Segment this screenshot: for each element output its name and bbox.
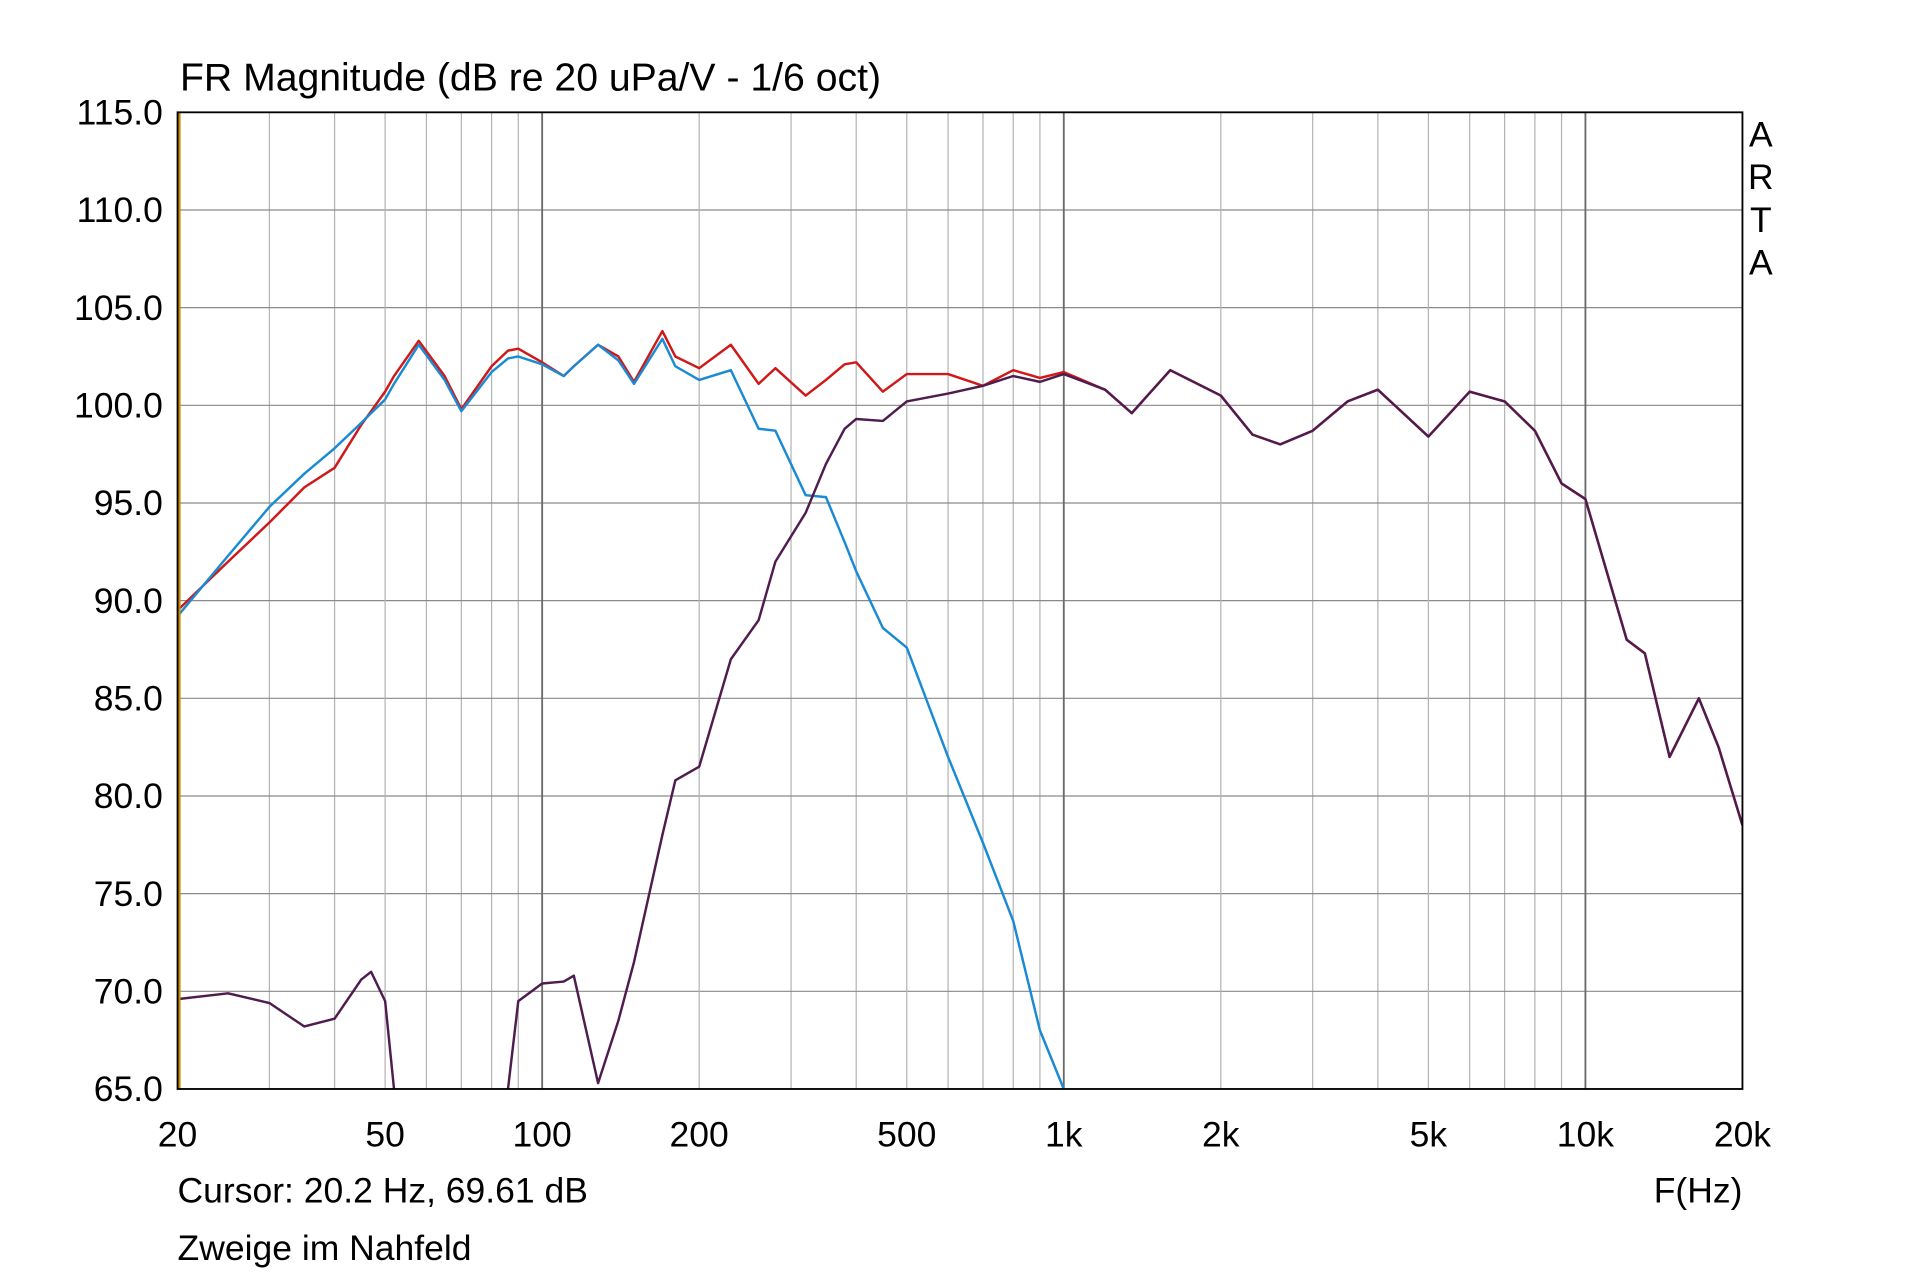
plot-frame	[176, 111, 1744, 1090]
y-tick-label: 110.0	[77, 190, 163, 230]
x-tick-label: 1k	[1045, 1114, 1083, 1154]
x-tick-label: 20	[158, 1114, 197, 1154]
y-tick-label: 65.0	[94, 1069, 163, 1109]
x-tick-label: 10k	[1557, 1114, 1615, 1154]
y-tick-label: 85.0	[94, 679, 163, 719]
x-tick-label: 50	[365, 1114, 404, 1154]
x-axis-label: F(Hz)	[1654, 1171, 1743, 1211]
x-tick-label: 200	[670, 1114, 729, 1154]
y-tick-label: 115.0	[77, 93, 163, 133]
series-line	[177, 368, 1743, 1089]
chart-note: Zweige im Nahfeld	[178, 1228, 472, 1268]
x-tick-label: 100	[513, 1114, 572, 1154]
y-tick-label: 75.0	[94, 874, 163, 914]
chart-title: FR Magnitude (dB re 20 uPa/V - 1/6 oct)	[180, 56, 881, 99]
series-line	[177, 337, 1065, 1089]
cursor-readout: Cursor: 20.2 Hz, 69.61 dB	[178, 1171, 588, 1211]
y-tick-label: 95.0	[94, 483, 163, 523]
x-tick-label: 20k	[1714, 1114, 1772, 1154]
x-tick-label: 2k	[1202, 1114, 1240, 1154]
y-tick-label: 70.0	[94, 972, 163, 1012]
x-tick-label: 5k	[1410, 1114, 1448, 1154]
y-tick-label: 80.0	[94, 776, 163, 816]
y-tick-label: 90.0	[94, 581, 163, 621]
y-tick-label: 100.0	[74, 386, 163, 426]
x-tick-label: 500	[877, 1114, 936, 1154]
y-tick-label: 105.0	[74, 288, 163, 328]
